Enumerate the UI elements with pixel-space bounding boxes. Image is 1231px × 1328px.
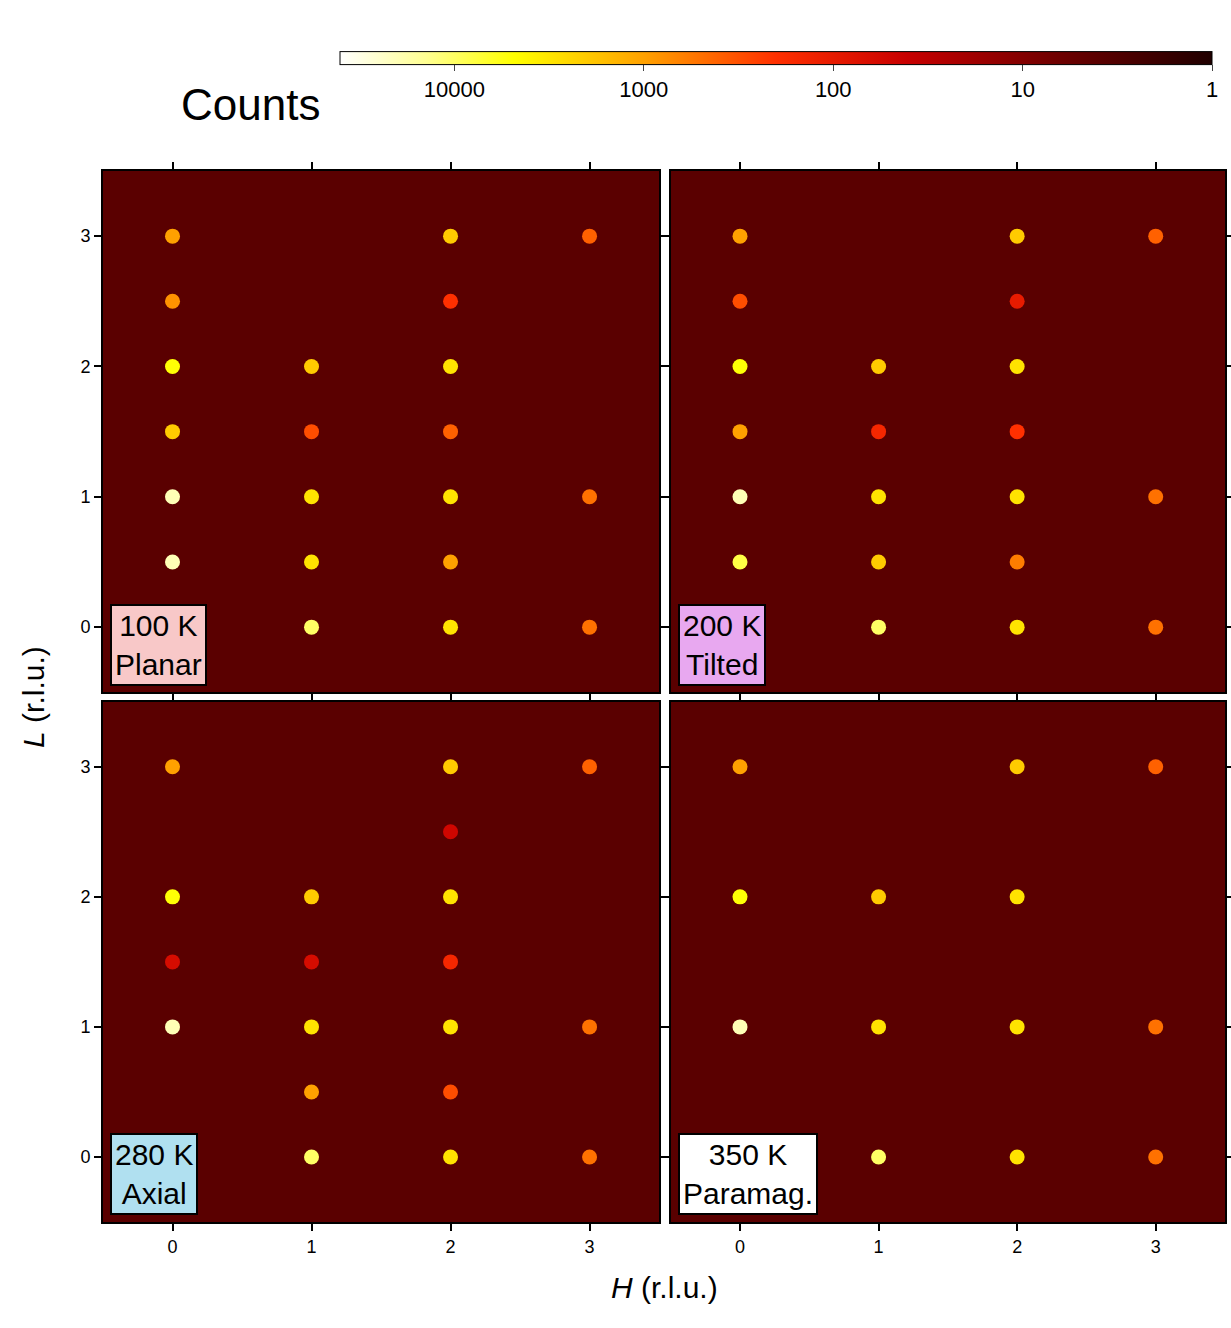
svg-text:2: 2: [1012, 1237, 1022, 1257]
svg-text:0: 0: [735, 1237, 745, 1257]
svg-text:10: 10: [1010, 77, 1034, 102]
svg-text:100 KPlanar: 100 KPlanar: [115, 609, 202, 681]
svg-text:0: 0: [80, 617, 90, 637]
svg-text:1: 1: [80, 1017, 90, 1037]
svg-text:1: 1: [80, 487, 90, 507]
svg-text:L (r.l.u.): L (r.l.u.): [17, 646, 50, 748]
svg-text:0: 0: [168, 1237, 178, 1257]
svg-text:2: 2: [80, 357, 90, 377]
svg-text:3: 3: [1151, 1237, 1161, 1257]
svg-text:3: 3: [585, 1237, 595, 1257]
svg-text:3: 3: [80, 226, 90, 246]
svg-text:350 KParamag.: 350 KParamag.: [683, 1138, 813, 1210]
svg-text:200 KTilted: 200 KTilted: [683, 609, 761, 681]
svg-text:1: 1: [874, 1237, 884, 1257]
svg-text:1: 1: [1206, 77, 1218, 102]
svg-text:0: 0: [80, 1147, 90, 1167]
svg-text:H (r.l.u.): H (r.l.u.): [611, 1271, 718, 1304]
svg-text:280 KAxial: 280 KAxial: [115, 1138, 193, 1210]
svg-text:10000: 10000: [424, 77, 485, 102]
svg-text:2: 2: [80, 887, 90, 907]
svg-text:Counts: Counts: [181, 80, 320, 129]
svg-text:2: 2: [446, 1237, 456, 1257]
svg-text:1: 1: [307, 1237, 317, 1257]
svg-text:3: 3: [80, 757, 90, 777]
svg-text:100: 100: [815, 77, 852, 102]
svg-text:1000: 1000: [619, 77, 668, 102]
